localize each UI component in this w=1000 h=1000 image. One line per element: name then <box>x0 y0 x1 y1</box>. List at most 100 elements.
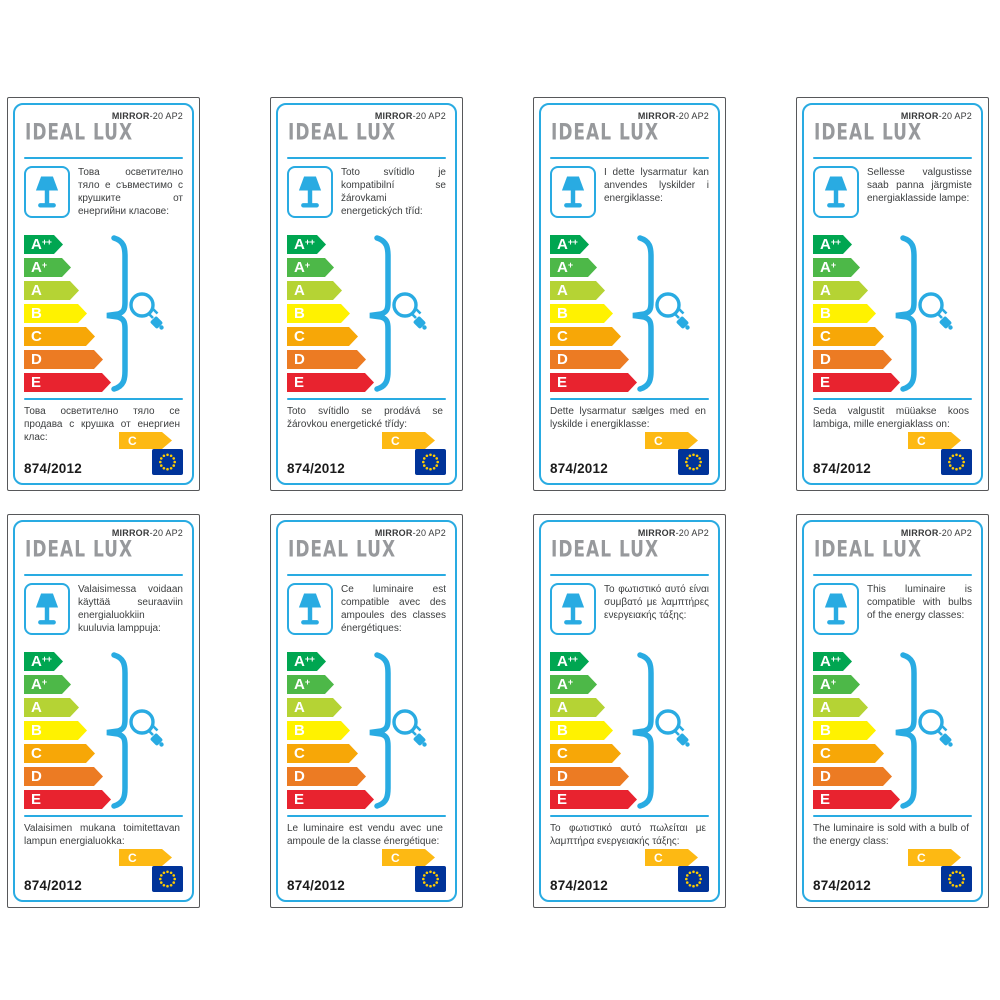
energy-class-arrow: A ++ <box>813 652 852 671</box>
sold-with-class-text: Seda valgustit müüakse koos lambiga, mil… <box>813 406 969 430</box>
energy-class-letter: D <box>294 768 305 785</box>
energy-class-superscript: + <box>567 259 573 270</box>
energy-class-letter: A <box>294 282 305 299</box>
label-inner-frame: MIRROR-20 AP2 IDEAL LUX Toto svítidlo je… <box>276 103 457 485</box>
energy-class-letter: B <box>294 722 305 739</box>
model-number-rest: -20 AP2 <box>412 528 446 538</box>
label-header: MIRROR-20 AP2 IDEAL LUX <box>24 527 183 574</box>
energy-class-superscript: ++ <box>304 653 315 664</box>
header-divider <box>813 574 972 576</box>
table-lamp-icon <box>35 176 59 208</box>
energy-class-arrow: B <box>813 721 876 740</box>
footer-divider <box>287 398 446 400</box>
energy-class-arrow: A ++ <box>550 652 589 671</box>
energy-class-letter: A <box>820 676 831 693</box>
energy-class-arrow: E <box>550 373 637 392</box>
energy-class-arrow: D <box>813 767 892 786</box>
sold-with-row: Το φωτιστικό αυτό πωλείται με λαμπτήρα ε… <box>550 822 709 878</box>
energy-class-letter: C <box>294 745 305 762</box>
class-c-letter: C <box>917 433 926 448</box>
model-number: MIRROR-20 AP2 <box>375 111 446 121</box>
energy-class-letter: C <box>557 328 568 345</box>
model-number-bold: MIRROR <box>111 528 150 538</box>
lamp-pictogram-box <box>813 166 859 218</box>
label-inner-frame: MIRROR-20 AP2 IDEAL LUX Sellesse valgust… <box>802 103 983 485</box>
energy-class-arrow: D <box>287 767 366 786</box>
compatibility-row: Това осветително тяло е съвместимо с кру… <box>24 166 183 230</box>
energy-class-arrow: A ++ <box>287 235 326 254</box>
sold-with-row: Le luminaire est vendu avec une ampoule … <box>287 822 446 878</box>
energy-class-arrow: C <box>813 327 884 346</box>
energy-class-arrow: D <box>550 767 629 786</box>
model-number-rest: -20 AP2 <box>675 111 709 121</box>
energy-class-letter: A <box>31 653 42 670</box>
header-divider <box>550 157 709 159</box>
energy-class-arrow: A + <box>550 258 597 277</box>
energy-label: MIRROR-20 AP2 IDEAL LUX Valaisimessa voi… <box>7 514 200 908</box>
energy-class-letter: A <box>820 259 831 276</box>
header-divider <box>550 574 709 576</box>
energy-class-letter: E <box>557 791 568 808</box>
energy-class-superscript: + <box>830 676 836 687</box>
energy-class-arrow: E <box>24 790 111 809</box>
energy-label: MIRROR-20 AP2 IDEAL LUX Ce luminaire est… <box>270 514 463 908</box>
energy-class-arrow: A + <box>287 258 334 277</box>
energy-class-letter: C <box>31 328 42 345</box>
regulation-number: 874/2012 <box>24 461 82 476</box>
energy-class-letter: A <box>294 676 305 693</box>
energy-class-superscript: ++ <box>567 653 578 664</box>
energy-class-letter: B <box>31 305 42 322</box>
label-inner-frame: MIRROR-20 AP2 IDEAL LUX I dette lysarmat… <box>539 103 720 485</box>
energy-class-letter: B <box>557 305 568 322</box>
energy-class-letter: A <box>31 699 42 716</box>
energy-class-letter: A <box>294 699 305 716</box>
sold-with-class-text: Το φωτιστικό αυτό πωλείται με λαμπτήρα ε… <box>550 823 706 847</box>
model-number: MIRROR-20 AP2 <box>901 111 972 121</box>
brand-logo: IDEAL LUX <box>551 120 660 146</box>
brace-and-bulb-icon <box>632 652 690 809</box>
energy-class-arrows: A ++ A + A B C D E <box>24 652 111 809</box>
energy-class-letter: D <box>557 351 568 368</box>
energy-class-letter: A <box>557 676 568 693</box>
class-c-letter: C <box>128 433 137 448</box>
compatibility-row: Toto svítidlo je kompatibilní se žárovka… <box>287 166 446 230</box>
energy-class-arrow: D <box>550 350 629 369</box>
energy-scale: A ++ A + A B C D E <box>287 652 446 809</box>
label-header: MIRROR-20 AP2 IDEAL LUX <box>24 110 183 157</box>
model-number: MIRROR-20 AP2 <box>112 528 183 538</box>
model-number-rest: -20 AP2 <box>412 111 446 121</box>
model-number-rest: -20 AP2 <box>675 528 709 538</box>
energy-scale: A ++ A + A B C D E <box>813 652 972 809</box>
label-inner-frame: MIRROR-20 AP2 IDEAL LUX This luminaire i… <box>802 520 983 902</box>
energy-class-arrow: B <box>287 304 350 323</box>
compatible-classes-text: Toto svítidlo je kompatibilní se žárovka… <box>341 167 446 217</box>
brand-logo: IDEAL LUX <box>288 120 397 146</box>
energy-label: MIRROR-20 AP2 IDEAL LUX Това осветително… <box>7 97 200 491</box>
eu-flag-icon <box>941 449 972 475</box>
compatible-classes-text: Sellesse valgustisse saab panna järgmist… <box>867 167 972 204</box>
energy-scale: A ++ A + A B C D E <box>550 235 709 392</box>
model-number-bold: MIRROR <box>637 528 676 538</box>
compatible-classes-text: Valaisimessa voidaan käyttää seuraaviin … <box>78 584 183 634</box>
model-number-bold: MIRROR <box>111 111 150 121</box>
table-lamp-icon <box>35 593 59 625</box>
label-inner-frame: MIRROR-20 AP2 IDEAL LUX Το φωτιστικό αυτ… <box>539 520 720 902</box>
energy-class-letter: B <box>557 722 568 739</box>
energy-class-letter: A <box>820 653 831 670</box>
class-c-letter: C <box>391 850 400 865</box>
energy-class-arrow: C <box>24 327 95 346</box>
class-c-arrow: C <box>645 849 698 866</box>
regulation-number: 874/2012 <box>550 878 608 893</box>
energy-class-letter: C <box>557 745 568 762</box>
energy-class-letter: A <box>31 236 42 253</box>
label-inner-frame: MIRROR-20 AP2 IDEAL LUX Ce luminaire est… <box>276 520 457 902</box>
label-header: MIRROR-20 AP2 IDEAL LUX <box>287 110 446 157</box>
footer-divider <box>813 398 972 400</box>
lamp-pictogram-box <box>287 166 333 218</box>
model-number-rest: -20 AP2 <box>149 528 183 538</box>
energy-class-letter: C <box>294 328 305 345</box>
eu-flag-icon <box>678 449 709 475</box>
energy-class-letter: A <box>31 259 42 276</box>
eu-flag-icon <box>152 866 183 892</box>
energy-class-letter: A <box>294 259 305 276</box>
